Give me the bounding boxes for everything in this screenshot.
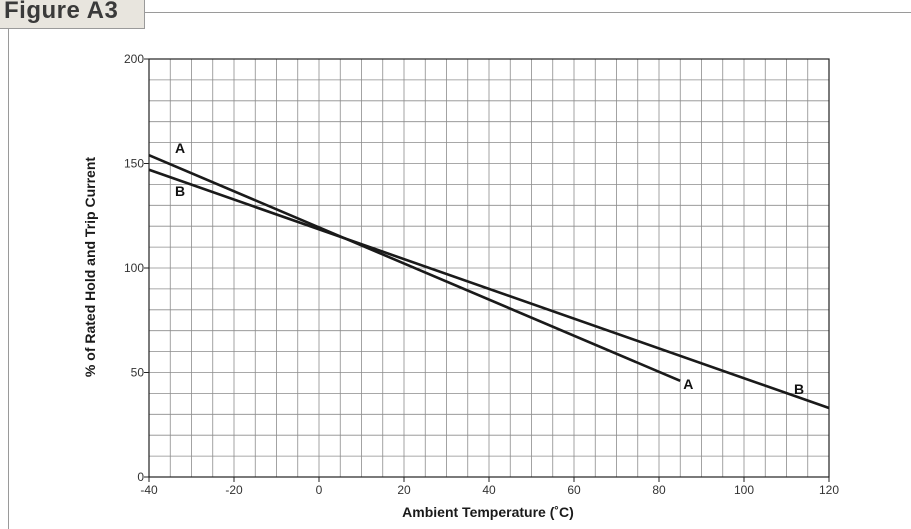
x-tick-label: 100	[734, 483, 754, 497]
series-label-start-b: B	[175, 183, 185, 199]
x-tick-label: 80	[652, 483, 666, 497]
series-line-b	[148, 168, 830, 410]
left-rule	[8, 29, 9, 529]
y-axis-label: % of Rated Hold and Trip Current	[82, 157, 98, 377]
x-tick-label: -40	[140, 483, 158, 497]
x-tick-label: 0	[316, 483, 323, 497]
figure-label: Figure A3	[0, 0, 145, 29]
series-labels: A A B B	[175, 140, 804, 397]
series-label-end-a: A	[683, 376, 693, 392]
x-tick-label: 20	[397, 483, 411, 497]
series-layer	[148, 153, 830, 410]
y-tick-label: 100	[124, 261, 144, 275]
y-tick-label: 50	[131, 366, 145, 380]
series-label-end-b: B	[794, 381, 804, 397]
series-label-start-a: A	[175, 140, 185, 156]
grid	[149, 59, 829, 477]
series-line-a	[148, 153, 681, 383]
x-tick-label: 120	[819, 483, 839, 497]
x-tick-label: -20	[225, 483, 243, 497]
x-tick-label: 40	[482, 483, 496, 497]
y-tick-label: 0	[137, 470, 144, 484]
y-tick-label: 150	[124, 157, 144, 171]
top-rule	[145, 12, 911, 13]
x-tick-label: 60	[567, 483, 581, 497]
y-tick-label: 200	[124, 52, 144, 66]
tick-labels: -40 -20 0 20 40 60 80 100 120 0 50 100 150 200	[124, 52, 839, 497]
x-axis-label: Ambient Temperature (˚C)	[402, 504, 574, 520]
